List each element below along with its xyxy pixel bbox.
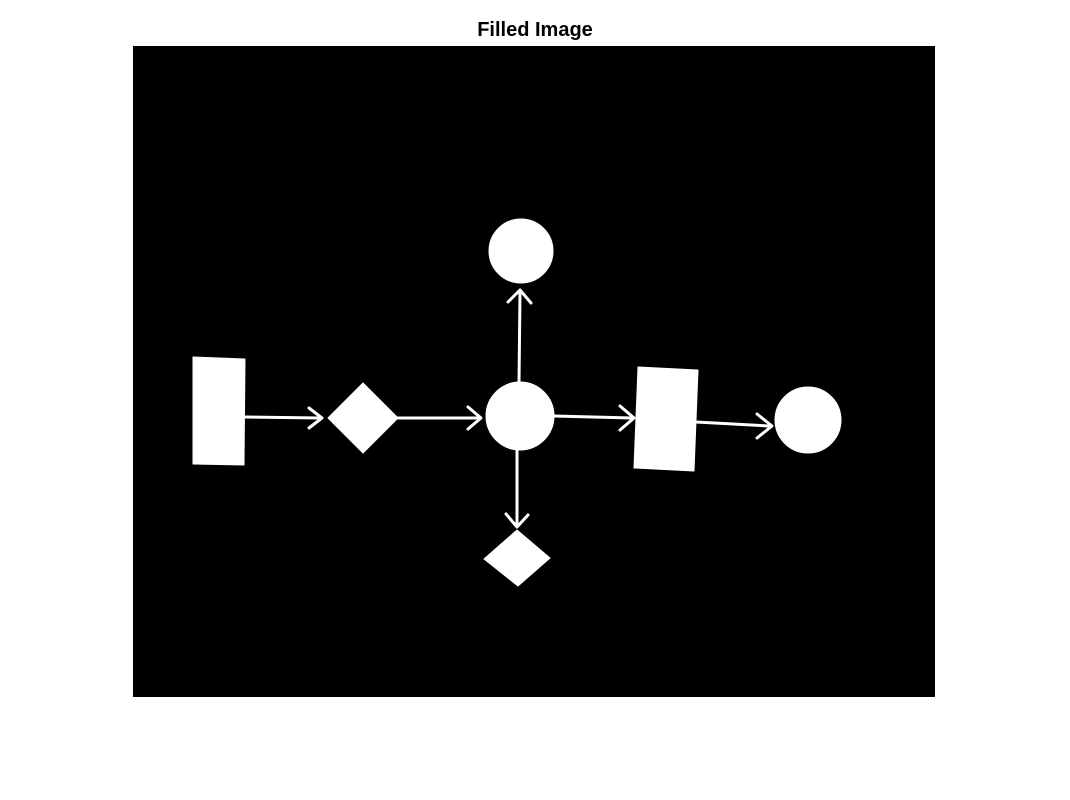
rectangle-shape-right bbox=[633, 366, 699, 472]
circle-shape-top bbox=[488, 218, 554, 284]
arrowhead-center-to-bottom bbox=[504, 512, 530, 529]
binary-image bbox=[133, 46, 935, 697]
arrow-center-to-rect bbox=[552, 414, 634, 420]
diamond-shape-bottom bbox=[483, 529, 551, 587]
circle-shape-center bbox=[485, 381, 555, 451]
arrowhead-center-to-rect bbox=[618, 404, 636, 432]
diamond-shape-left bbox=[327, 382, 399, 454]
arrowhead-rect-to-diamond bbox=[307, 406, 324, 430]
arrow-rect-to-circle bbox=[694, 420, 771, 428]
rectangle-shape-left bbox=[192, 356, 246, 466]
arrow-rect-to-diamond bbox=[243, 415, 322, 420]
arrowhead-center-to-top bbox=[506, 288, 533, 305]
image-background bbox=[133, 46, 935, 697]
circle-shape-right bbox=[774, 386, 842, 454]
figure-title: Filled Image bbox=[477, 19, 593, 41]
arrow-center-to-top bbox=[517, 291, 522, 384]
arrowhead-rect-to-circle bbox=[755, 412, 774, 440]
arrowhead-diamond-to-center bbox=[466, 405, 483, 431]
